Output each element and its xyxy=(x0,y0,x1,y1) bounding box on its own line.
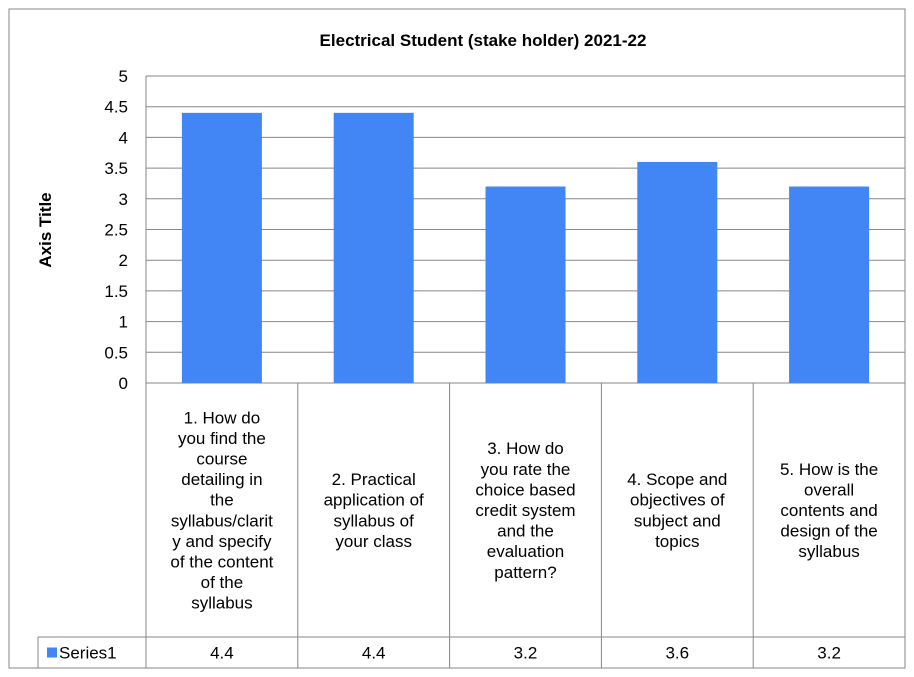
bars xyxy=(181,112,870,383)
bar xyxy=(333,112,414,383)
data-table-value: 3.6 xyxy=(665,644,689,663)
data-table-value: 3.2 xyxy=(817,644,841,663)
legend-label-series1: Series1 xyxy=(59,644,117,663)
y-tick-label: 1.5 xyxy=(104,282,128,301)
y-tick-label: 3 xyxy=(119,190,128,209)
y-tick-label: 0 xyxy=(119,374,128,393)
data-table-value: 3.2 xyxy=(514,644,538,663)
y-tick-label: 3.5 xyxy=(104,159,128,178)
category-label: 2. Practical application of syllabus of you… xyxy=(324,470,424,551)
y-tick-label: 2.5 xyxy=(104,221,128,240)
y-tick-label: 4.5 xyxy=(104,98,128,117)
category-label: 1. How do you find the course detailing in t… xyxy=(170,408,273,612)
chart-outer-border xyxy=(8,8,906,669)
bar xyxy=(181,112,262,383)
category-label: 5. How is the overall contents and design o… xyxy=(780,460,878,561)
y-tick-label: 4 xyxy=(119,128,128,147)
bar xyxy=(485,186,566,383)
category-label: 4. Scope and objectives of subject and topi… xyxy=(627,470,727,551)
data-table-value: 4.4 xyxy=(210,644,234,663)
chart-title: Electrical Student (stake holder) 2021-2… xyxy=(320,31,647,50)
y-tick-label: 1 xyxy=(119,313,128,332)
data-table-value: 4.4 xyxy=(362,644,386,663)
category-label: 3. How do you rate the choice based credit … xyxy=(475,439,575,582)
legend-key-series1 xyxy=(47,647,57,658)
y-tick-label: 5 xyxy=(119,67,128,86)
y-axis-title: Axis Title xyxy=(36,192,55,267)
y-axis-tick-labels: 0 0.5 1 1.5 2 2.5 3 3.5 4 4.5 5 xyxy=(104,67,128,393)
bar xyxy=(637,161,718,383)
y-tick-label: 2 xyxy=(119,251,128,270)
data-table: 1. How do you find the course detailing in t… xyxy=(37,383,906,669)
y-tick-label: 0.5 xyxy=(104,343,128,362)
bar xyxy=(789,186,870,383)
